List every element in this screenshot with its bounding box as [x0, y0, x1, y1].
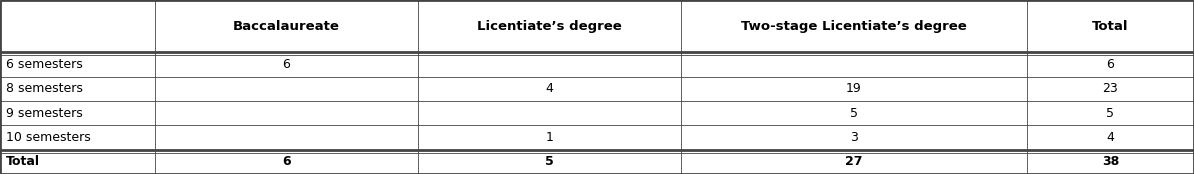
- Text: 38: 38: [1102, 155, 1119, 168]
- Text: 9 semesters: 9 semesters: [6, 107, 82, 120]
- Text: 5: 5: [1107, 107, 1114, 120]
- Text: 10 semesters: 10 semesters: [6, 131, 91, 144]
- Text: 6: 6: [1107, 58, 1114, 71]
- Text: Baccalaureate: Baccalaureate: [233, 20, 340, 33]
- Text: 23: 23: [1102, 82, 1119, 95]
- Text: 3: 3: [850, 131, 857, 144]
- Text: 27: 27: [845, 155, 862, 168]
- Text: 6: 6: [283, 58, 290, 71]
- Text: 19: 19: [845, 82, 862, 95]
- Text: 1: 1: [546, 131, 553, 144]
- Text: 5: 5: [544, 155, 554, 168]
- Text: 4: 4: [546, 82, 553, 95]
- Text: 5: 5: [850, 107, 857, 120]
- Text: 6: 6: [282, 155, 291, 168]
- Text: Two-stage Licentiate’s degree: Two-stage Licentiate’s degree: [740, 20, 967, 33]
- Text: Total: Total: [1093, 20, 1128, 33]
- Text: Total: Total: [6, 155, 39, 168]
- Text: 8 semesters: 8 semesters: [6, 82, 82, 95]
- Text: Licentiate’s degree: Licentiate’s degree: [476, 20, 622, 33]
- Text: 6 semesters: 6 semesters: [6, 58, 82, 71]
- Text: 4: 4: [1107, 131, 1114, 144]
